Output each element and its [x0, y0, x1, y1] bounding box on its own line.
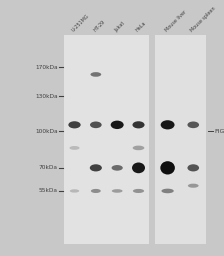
Ellipse shape — [160, 161, 175, 175]
Ellipse shape — [187, 164, 199, 172]
Text: Mouse liver: Mouse liver — [164, 9, 187, 33]
Ellipse shape — [90, 122, 102, 128]
Ellipse shape — [112, 189, 123, 193]
Text: 55kDa: 55kDa — [39, 188, 58, 194]
Ellipse shape — [188, 184, 199, 188]
Ellipse shape — [132, 163, 145, 173]
Text: HT-29: HT-29 — [92, 19, 106, 33]
Ellipse shape — [132, 121, 144, 129]
Ellipse shape — [90, 164, 102, 172]
Ellipse shape — [111, 121, 124, 129]
Ellipse shape — [133, 146, 144, 150]
Ellipse shape — [70, 189, 79, 193]
Bar — [155, 35, 206, 244]
Ellipse shape — [90, 72, 101, 77]
Ellipse shape — [68, 121, 81, 129]
Ellipse shape — [69, 146, 80, 150]
Text: HeLa: HeLa — [135, 20, 147, 33]
Text: Jukat: Jukat — [114, 20, 126, 33]
Ellipse shape — [187, 122, 199, 128]
Text: U-251MG: U-251MG — [71, 13, 90, 33]
Text: Mouse spleen: Mouse spleen — [190, 5, 217, 33]
Text: 130kDa: 130kDa — [35, 94, 58, 99]
Ellipse shape — [133, 189, 144, 193]
Text: 170kDa: 170kDa — [35, 65, 58, 70]
Ellipse shape — [112, 165, 123, 171]
Bar — [64, 35, 149, 244]
Text: 100kDa: 100kDa — [35, 129, 58, 134]
Text: FIG4: FIG4 — [214, 129, 224, 134]
Ellipse shape — [91, 189, 101, 193]
Ellipse shape — [162, 189, 174, 193]
Ellipse shape — [161, 120, 174, 130]
Text: 70kDa: 70kDa — [39, 165, 58, 170]
